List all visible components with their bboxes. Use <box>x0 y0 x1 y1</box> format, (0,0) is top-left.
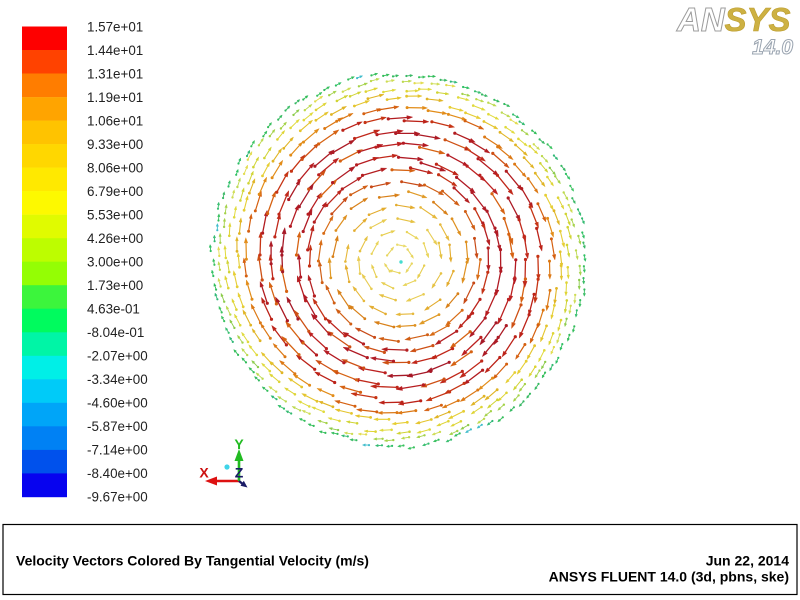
svg-text:4.63e-01: 4.63e-01 <box>87 302 140 317</box>
svg-text:-7.14e+00: -7.14e+00 <box>87 443 148 458</box>
svg-text:-5.87e+00: -5.87e+00 <box>87 419 148 434</box>
svg-text:-4.60e+00: -4.60e+00 <box>87 396 148 411</box>
svg-text:5.53e+00: 5.53e+00 <box>87 208 143 223</box>
svg-text:6.79e+00: 6.79e+00 <box>87 184 143 199</box>
svg-text:-3.34e+00: -3.34e+00 <box>87 372 148 387</box>
svg-text:9.33e+00: 9.33e+00 <box>87 137 143 152</box>
svg-text:-2.07e+00: -2.07e+00 <box>87 349 148 364</box>
svg-text:1.19e+01: 1.19e+01 <box>87 90 143 105</box>
svg-text:Z: Z <box>235 465 244 481</box>
svg-text:4.26e+00: 4.26e+00 <box>87 231 143 246</box>
svg-text:8.06e+00: 8.06e+00 <box>87 160 143 175</box>
svg-text:1.73e+00: 1.73e+00 <box>87 278 143 293</box>
svg-text:SYS: SYS <box>725 1 791 38</box>
svg-text:AN: AN <box>676 1 726 38</box>
svg-text:Jun 22, 2014: Jun 22, 2014 <box>706 553 789 569</box>
svg-text:-8.40e+00: -8.40e+00 <box>87 466 148 481</box>
svg-text:-8.04e-01: -8.04e-01 <box>87 325 144 340</box>
svg-text:1.57e+01: 1.57e+01 <box>87 19 143 34</box>
svg-text:Y: Y <box>234 436 244 452</box>
svg-text:ANSYS FLUENT 14.0 (3d, pbns, s: ANSYS FLUENT 14.0 (3d, pbns, ske) <box>549 569 789 585</box>
svg-text:-9.67e+00: -9.67e+00 <box>87 490 148 505</box>
svg-text:14.0: 14.0 <box>752 36 793 59</box>
svg-text:1.06e+01: 1.06e+01 <box>87 113 143 128</box>
svg-text:X: X <box>199 465 209 481</box>
svg-text:1.31e+01: 1.31e+01 <box>87 66 143 81</box>
svg-text:Velocity Vectors Colored By Ta: Velocity Vectors Colored By Tangential V… <box>16 553 369 569</box>
svg-text:3.00e+00: 3.00e+00 <box>87 255 143 270</box>
svg-text:1.44e+01: 1.44e+01 <box>87 43 143 58</box>
